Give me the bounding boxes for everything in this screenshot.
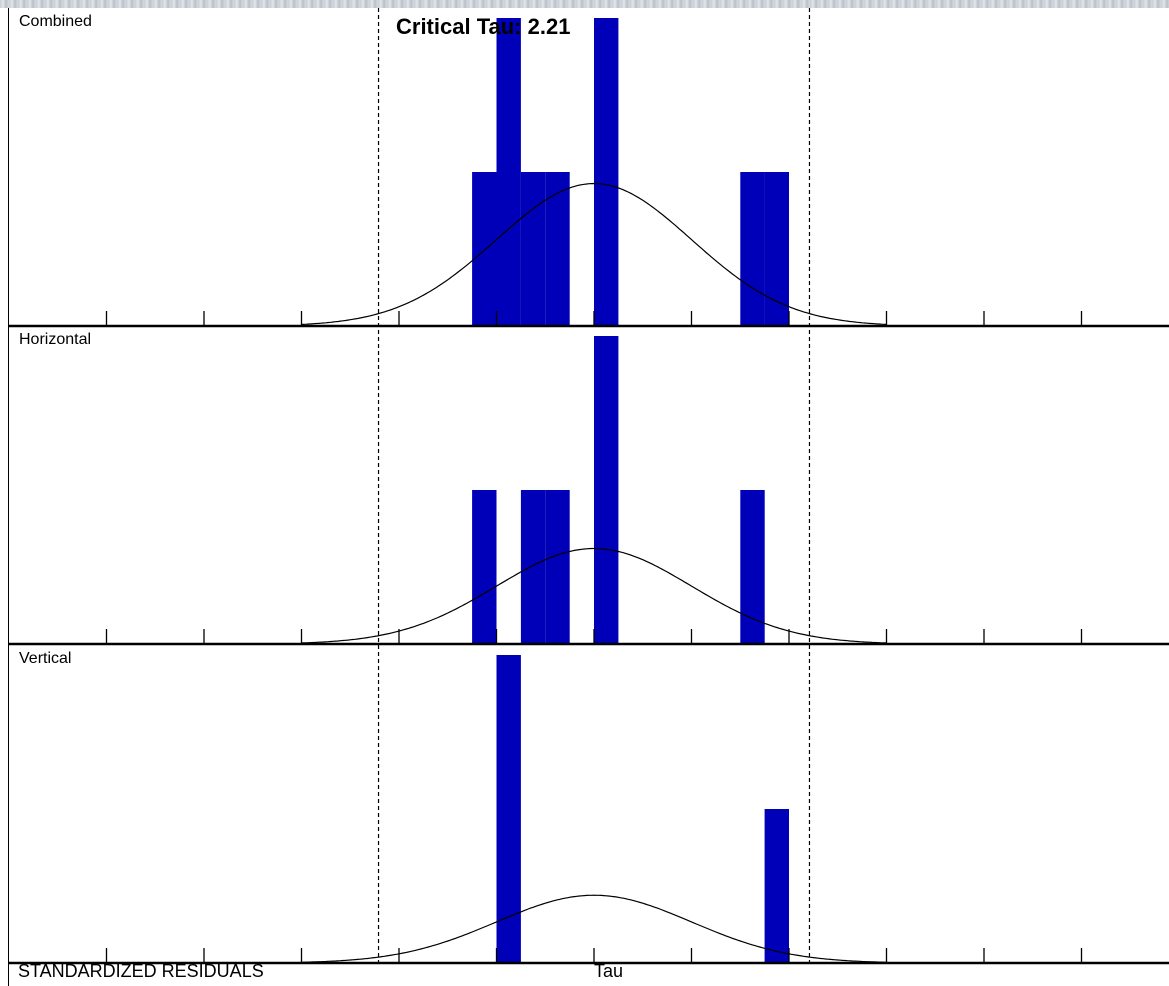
critical-tau-label: Critical Tau: bbox=[396, 14, 522, 39]
histogram-bar-1-1 bbox=[472, 172, 496, 326]
panel-title-horizontal: Horizontal bbox=[19, 331, 91, 349]
panel-title-vertical: Vertical bbox=[19, 650, 71, 668]
histogram-bar-1-5 bbox=[594, 18, 618, 326]
histogram-bar-1-4 bbox=[545, 172, 569, 326]
histogram-bar-2-3 bbox=[545, 490, 569, 644]
histogram-bar-2-4 bbox=[594, 336, 618, 644]
critical-tau-readout: Critical Tau: 2.21 bbox=[396, 14, 570, 40]
panel-title-combined: Combined bbox=[19, 13, 92, 31]
critical-tau-value: 2.21 bbox=[528, 14, 571, 39]
histogram-bar-3-2 bbox=[765, 809, 789, 963]
histogram-bar-1-2 bbox=[497, 18, 521, 326]
histogram-bar-2-5 bbox=[740, 490, 764, 644]
histogram-bar-1-7 bbox=[765, 172, 789, 326]
histogram-bar-1-3 bbox=[521, 172, 545, 326]
residuals-caption: STANDARDIZED RESIDUALS bbox=[18, 961, 264, 982]
histogram-bar-1-6 bbox=[740, 172, 764, 326]
x-axis-label: Tau bbox=[594, 961, 623, 982]
histogram-bar-2-2 bbox=[521, 490, 545, 644]
histogram-bar-2-1 bbox=[472, 490, 496, 644]
